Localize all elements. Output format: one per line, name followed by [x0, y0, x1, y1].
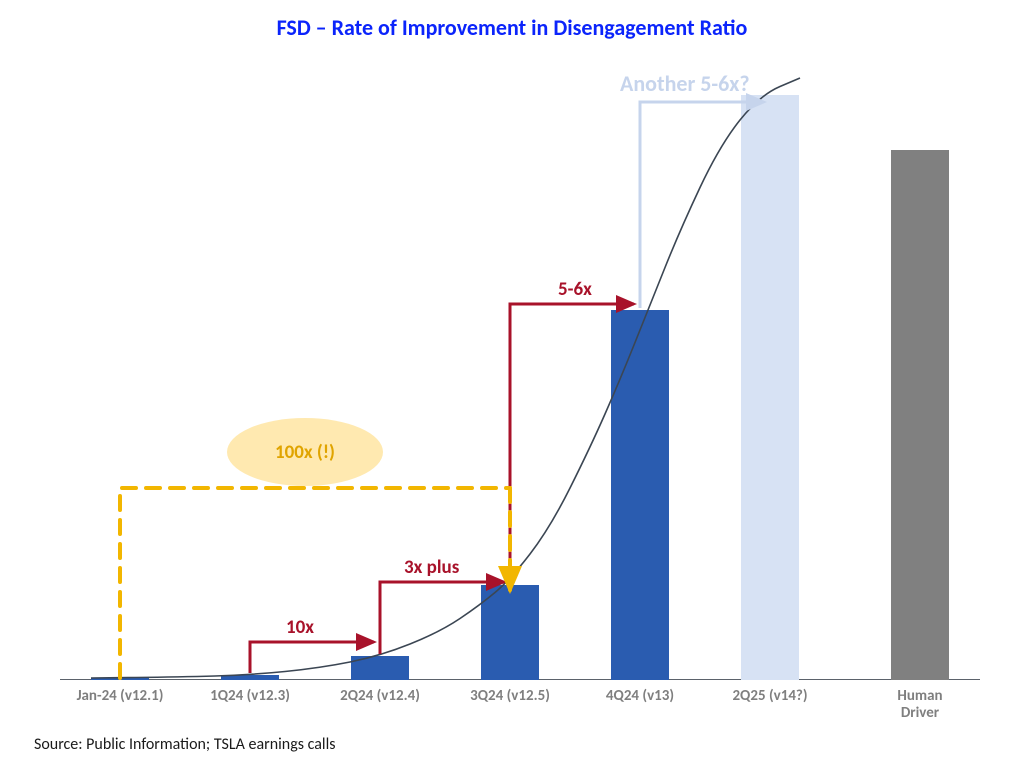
plot-area: 10x 3x plus 5-6x Another 5-6x? 100x (!)	[60, 60, 980, 680]
xlabel-q4_24: 4Q24 (v13)	[575, 688, 705, 705]
bar-jan24	[91, 678, 149, 680]
bar-q3_24	[481, 585, 539, 680]
bar-human	[891, 150, 949, 680]
source-note: Source: Public Information; TSLA earning…	[34, 735, 336, 754]
callout-5-6x: 5-6x	[558, 278, 592, 301]
badge-100x-text: 100x (!)	[275, 441, 335, 464]
bar-q4_24	[611, 310, 669, 680]
xlabel-q2_24: 2Q24 (v12.4)	[315, 688, 445, 705]
chart-title: FSD – Rate of Improvement in Disengageme…	[0, 14, 1024, 41]
callout-another-56x: Another 5-6x?	[620, 70, 750, 97]
callout-10x: 10x	[286, 616, 314, 639]
bar-q2_24	[351, 656, 409, 680]
xlabel-q1_24: 1Q24 (v12.3)	[185, 688, 315, 705]
bracket-dashed	[120, 488, 510, 678]
xlabel-q3_24: 3Q24 (v12.5)	[445, 688, 575, 705]
xlabel-human: HumanDriver	[855, 688, 985, 723]
badge-100x: 100x (!)	[227, 418, 383, 486]
bar-q2_25	[741, 95, 799, 680]
callout-3x-plus: 3x plus	[404, 556, 459, 579]
xlabel-jan24: Jan-24 (v12.1)	[55, 688, 185, 705]
xlabel-q2_25: 2Q25 (v14?)	[705, 688, 835, 705]
bar-q1_24	[221, 675, 279, 680]
trend-curve	[91, 78, 800, 678]
